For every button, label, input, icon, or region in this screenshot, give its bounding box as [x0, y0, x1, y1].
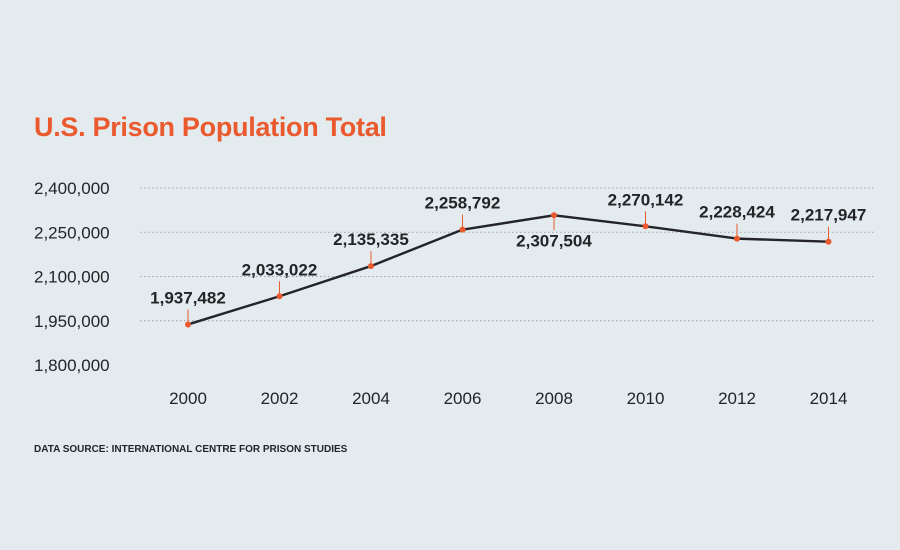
x-tick-label: 2004 — [352, 389, 390, 408]
y-tick-label: 1,800,000 — [34, 356, 110, 375]
data-label: 2,217,947 — [791, 206, 867, 225]
chart-title: U.S. Prison Population Total — [34, 112, 387, 142]
data-point — [642, 223, 649, 230]
data-point — [825, 238, 832, 245]
x-tick-label: 2012 — [718, 389, 756, 408]
y-tick-label: 1,950,000 — [34, 312, 110, 331]
data-label: 2,228,424 — [699, 203, 775, 222]
x-tick-label: 2000 — [169, 389, 207, 408]
data-point — [551, 212, 557, 219]
data-label: 1,937,482 — [150, 288, 226, 307]
data-label: 2,270,142 — [608, 190, 684, 209]
data-point — [185, 321, 191, 328]
data-point — [276, 293, 283, 300]
y-tick-label: 2,400,000 — [34, 179, 110, 198]
data-point — [734, 235, 740, 242]
data-source-note: DATA SOURCE: INTERNATIONAL CENTRE FOR PR… — [34, 444, 348, 455]
data-label: 2,135,335 — [333, 230, 409, 249]
data-label: 2,258,792 — [425, 194, 501, 213]
data-label: 2,307,504 — [516, 231, 592, 250]
y-tick-label: 2,100,000 — [34, 268, 110, 287]
x-tick-label: 2008 — [535, 389, 573, 408]
y-tick-label: 2,250,000 — [34, 223, 110, 242]
data-point — [459, 226, 466, 233]
x-tick-label: 2006 — [444, 389, 482, 408]
series-line — [187, 214, 829, 326]
x-tick-label: 2014 — [810, 389, 848, 408]
data-label: 2,033,022 — [242, 260, 318, 279]
data-point — [368, 263, 374, 270]
x-tick-label: 2010 — [627, 389, 665, 408]
x-tick-label: 2002 — [261, 389, 299, 408]
